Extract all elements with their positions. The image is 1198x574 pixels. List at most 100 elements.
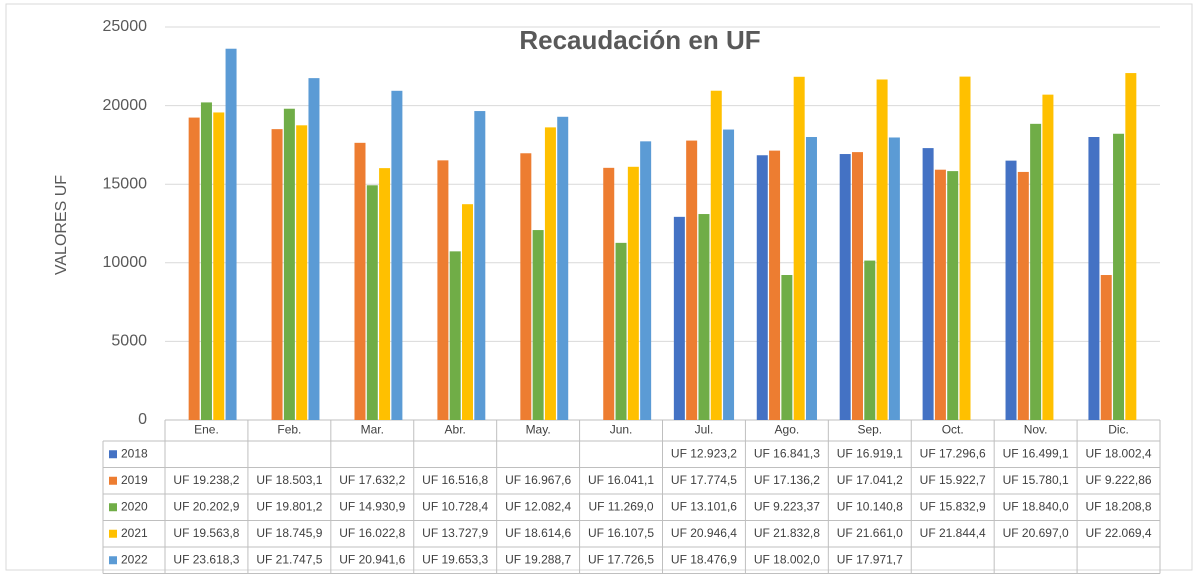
bar <box>640 141 652 420</box>
table-cell: UF 21.661,0 <box>837 526 903 540</box>
x-tick-label: Ago. <box>775 423 800 437</box>
bar <box>627 166 639 420</box>
bar <box>769 150 781 420</box>
legend-label: 2020 <box>121 499 148 513</box>
bar <box>1017 171 1029 420</box>
bar <box>710 90 722 420</box>
table-cell: UF 18.002,0 <box>754 552 820 566</box>
table-cell: UF 15.780,1 <box>1003 473 1069 487</box>
bar <box>366 185 378 420</box>
table-cell: UF 12.082,4 <box>505 499 571 513</box>
table-cell: UF 23.618,3 <box>173 552 239 566</box>
table-cell: UF 20.941,6 <box>339 552 405 566</box>
bar <box>1005 160 1017 420</box>
bar <box>615 242 627 420</box>
bar <box>959 76 971 421</box>
legend-label: 2022 <box>121 552 148 566</box>
bar <box>756 155 768 420</box>
bar <box>544 127 556 421</box>
table-cell: UF 16.516,8 <box>422 473 488 487</box>
bar <box>200 102 212 421</box>
chart-title: Recaudación en UF <box>519 25 760 55</box>
bar <box>781 275 793 420</box>
table-cell: UF 12.923,2 <box>671 446 737 460</box>
table-cell: UF 16.041,1 <box>588 473 654 487</box>
bar <box>723 129 735 420</box>
table-cell: UF 18.614,6 <box>505 526 571 540</box>
bar <box>437 160 449 421</box>
bar <box>520 153 532 420</box>
bar <box>1100 275 1112 420</box>
x-tick-label: Jun. <box>610 423 633 437</box>
bar <box>449 251 461 420</box>
table-cell: UF 19.288,7 <box>505 552 571 566</box>
legend-swatch <box>109 476 117 485</box>
table-cell: UF 21.747,5 <box>256 552 322 566</box>
table-cell: UF 17.041,2 <box>837 473 903 487</box>
table-cell: UF 16.919,1 <box>837 446 903 460</box>
table-cell: UF 18.745,9 <box>256 526 322 540</box>
x-tick-label: Jul. <box>695 423 714 437</box>
bar <box>557 116 569 420</box>
bar <box>462 204 474 420</box>
x-tick-label: Sep. <box>857 423 882 437</box>
bar <box>1113 133 1125 420</box>
table-cell: UF 16.841,3 <box>754 446 820 460</box>
bar <box>225 48 237 420</box>
legend-swatch <box>109 503 117 512</box>
table-cell: UF 22.069,4 <box>1086 526 1152 540</box>
y-tick-label: 10000 <box>103 254 148 271</box>
table-cell: UF 21.832,8 <box>754 526 820 540</box>
y-tick-label: 15000 <box>103 175 148 192</box>
y-tick-label: 20000 <box>103 97 148 114</box>
table-cell: UF 16.022,8 <box>339 526 405 540</box>
table-cell: UF 17.726,5 <box>588 552 654 566</box>
bar <box>379 168 391 420</box>
table-cell: UF 20.946,4 <box>671 526 737 540</box>
x-tick-label: Mar. <box>361 423 384 437</box>
x-tick-label: Nov. <box>1024 423 1048 437</box>
y-tick-label: 25000 <box>103 18 148 35</box>
x-tick-label: May. <box>526 423 551 437</box>
table-cell: UF 10.728,4 <box>422 499 488 513</box>
legend-label: 2018 <box>121 446 148 460</box>
bar <box>851 152 863 420</box>
table-cell: UF 17.632,2 <box>339 473 405 487</box>
bar <box>1088 137 1100 421</box>
bar <box>934 169 946 420</box>
table-cell: UF 16.107,5 <box>588 526 654 540</box>
table-cell: UF 17.971,7 <box>837 552 903 566</box>
table-cell: UF 11.269,0 <box>588 499 653 513</box>
bar <box>1030 123 1042 420</box>
table-cell: UF 18.840,0 <box>1003 499 1069 513</box>
bar <box>532 230 544 420</box>
table-cell: UF 9.223,37 <box>754 499 820 513</box>
table-cell: UF 21.844,4 <box>920 526 986 540</box>
table-cell: UF 16.499,1 <box>1003 446 1069 460</box>
bar <box>271 129 283 420</box>
bar <box>673 216 685 420</box>
bar <box>354 142 366 420</box>
table-cell: UF 19.563,8 <box>173 526 239 540</box>
legend-swatch <box>109 450 117 459</box>
y-tick-label: 0 <box>138 411 147 428</box>
chart-border <box>5 3 1193 571</box>
table-cell: UF 15.832,9 <box>920 499 986 513</box>
bar <box>698 214 710 420</box>
table-cell: UF 19.653,3 <box>422 552 488 566</box>
table-cell: UF 18.002,4 <box>1086 446 1152 460</box>
bar <box>888 137 900 421</box>
y-tick-label: 5000 <box>111 333 147 350</box>
x-tick-label: Abr. <box>445 423 466 437</box>
legend-label: 2021 <box>121 526 148 540</box>
y-axis-label: VALORES UF <box>53 175 70 275</box>
table-cell: UF 18.503,1 <box>256 473 322 487</box>
bar <box>296 125 308 420</box>
bar <box>1125 73 1137 420</box>
table-cell: UF 19.801,2 <box>256 499 322 513</box>
bar <box>876 79 888 421</box>
x-tick-label: Feb. <box>277 423 301 437</box>
bar <box>283 108 295 421</box>
table-cell: UF 13.101,6 <box>671 499 737 513</box>
